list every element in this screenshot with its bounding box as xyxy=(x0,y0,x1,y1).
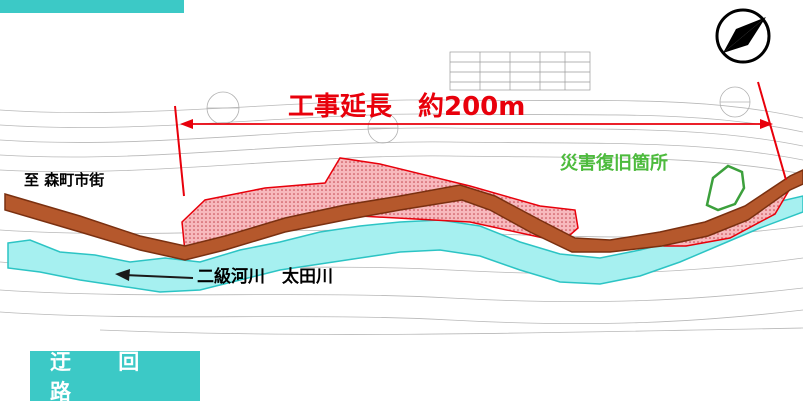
river-label: 二級河川 太田川 xyxy=(197,267,333,287)
construction-length-title: 工事延長 約200m xyxy=(288,92,526,122)
road-route xyxy=(4,169,803,261)
survey-markers xyxy=(206,86,751,144)
disaster-site-area xyxy=(705,164,746,212)
river-ota xyxy=(7,195,803,293)
extension-boundary-west xyxy=(174,105,185,197)
header-tab xyxy=(0,0,184,13)
north-arrow-icon xyxy=(715,8,771,64)
detour-tab-label: 迂 回 路 xyxy=(50,350,160,404)
destination-label: 至 森町市街 xyxy=(24,171,105,189)
survey-table xyxy=(449,51,591,91)
disaster-site-label: 災害復旧箇所 xyxy=(560,153,668,174)
contour-lines xyxy=(0,99,803,335)
detour-tab[interactable]: 迂 回 路 xyxy=(30,350,200,404)
river-pointer-arrow xyxy=(115,269,194,281)
extension-dimension-arrow xyxy=(180,119,773,129)
extension-boundary-east xyxy=(757,81,787,181)
